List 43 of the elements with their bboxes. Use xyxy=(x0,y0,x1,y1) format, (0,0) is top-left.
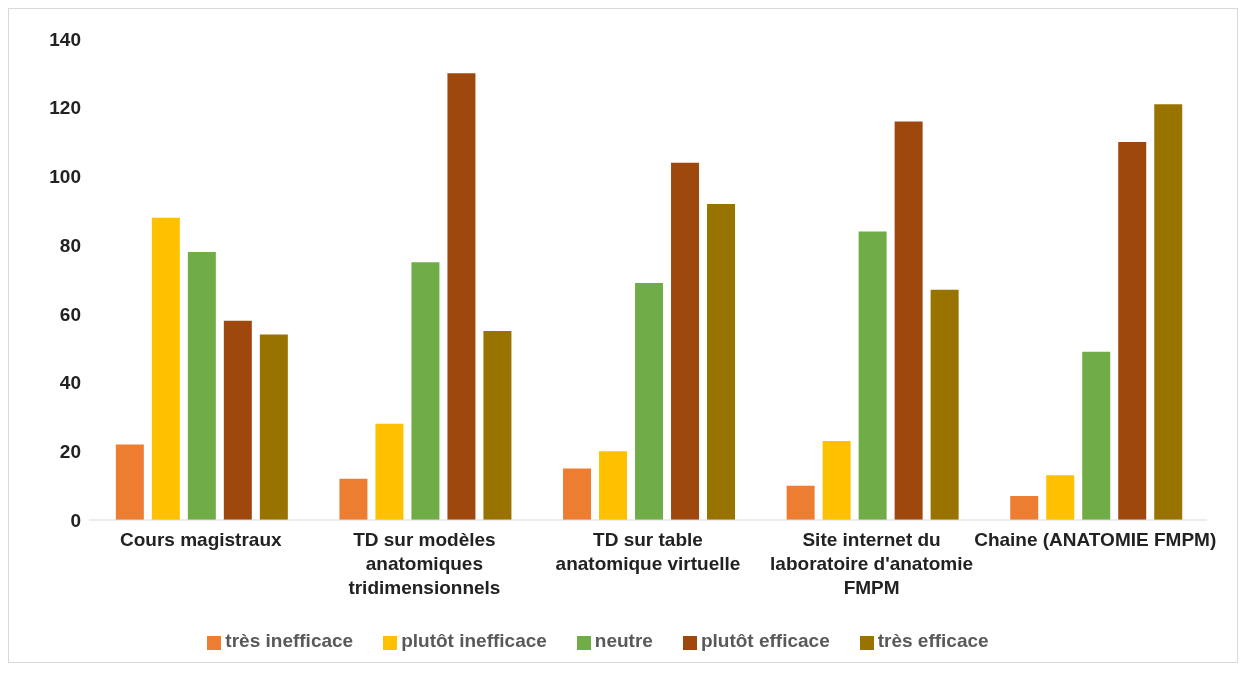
bar xyxy=(858,231,887,520)
bar xyxy=(411,262,440,520)
x-tick-label: TD sur table anatomique virtuelle xyxy=(555,529,741,574)
legend-label: plutôt inefficace xyxy=(401,630,547,651)
bar xyxy=(375,423,404,520)
y-tick-label: 100 xyxy=(49,166,81,188)
y-tick-label: 140 xyxy=(49,28,81,50)
bar xyxy=(259,334,288,520)
bar xyxy=(483,331,512,520)
bar xyxy=(187,252,216,520)
bar xyxy=(447,73,476,520)
bar xyxy=(115,444,144,520)
x-tick-label: TD sur modèles anatomiques tridimensionnels xyxy=(348,529,501,598)
bar xyxy=(339,478,368,520)
bar xyxy=(1154,104,1183,520)
bar xyxy=(1082,351,1111,520)
y-tick-label: 60 xyxy=(59,303,81,325)
y-tick-label: 0 xyxy=(70,509,81,531)
bar xyxy=(599,451,628,520)
y-tick-label: 40 xyxy=(59,372,81,394)
bar xyxy=(786,485,815,520)
y-tick-label: 20 xyxy=(59,441,81,463)
legend-label: neutre xyxy=(594,630,653,651)
bar xyxy=(930,289,959,520)
bar xyxy=(707,203,736,520)
bar xyxy=(1010,495,1039,520)
y-tick-label: 120 xyxy=(49,97,81,119)
legend-label: plutôt efficace xyxy=(700,630,830,651)
x-tick-label: Cours magistraux xyxy=(120,529,283,550)
bar xyxy=(822,440,851,520)
legend-label: très efficace xyxy=(877,630,989,651)
bar xyxy=(1118,142,1147,520)
bar xyxy=(635,282,664,520)
x-tick-label: Site internet du laboratoire d'anatomie FMPM xyxy=(770,529,974,598)
x-tick-label: Chaine (ANATOMIE FMPM) xyxy=(974,529,1217,550)
bar xyxy=(563,468,592,520)
bar xyxy=(1046,475,1075,520)
y-tick-label: 80 xyxy=(59,234,81,256)
bar xyxy=(894,121,923,520)
bar xyxy=(223,320,252,520)
legend-label: très inefficace xyxy=(225,630,354,651)
bar xyxy=(151,217,180,520)
bar xyxy=(671,162,700,520)
